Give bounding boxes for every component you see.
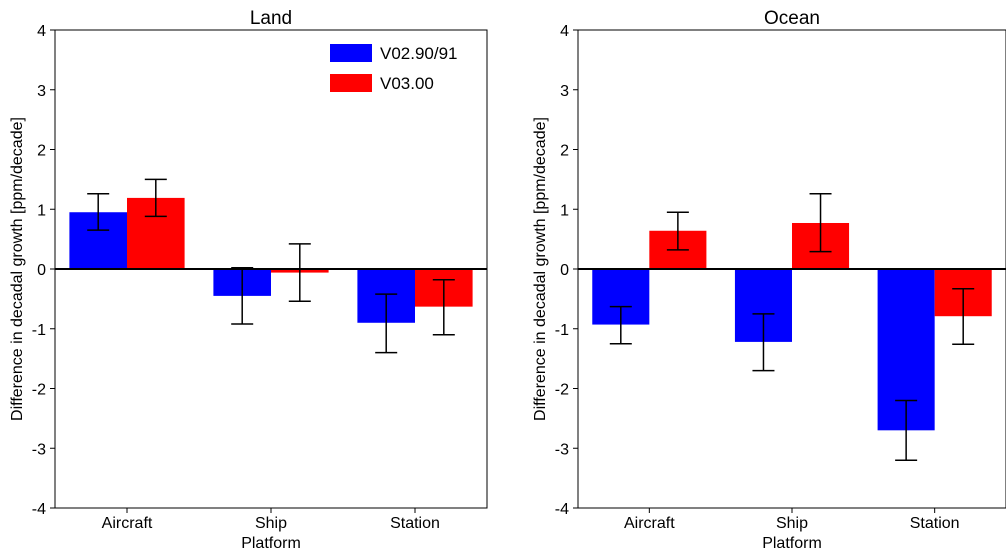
chart-title: Land: [250, 8, 292, 29]
y-tick-label: 3: [560, 83, 569, 100]
chart-title: Ocean: [764, 8, 820, 29]
y-tick-label: -2: [32, 382, 46, 399]
y-axis-label: Difference in decadal growth [ppm/decade…: [532, 117, 549, 421]
legend-label-1: V03.00: [380, 74, 434, 93]
chart-panel-ocean: -4 -3 -2 -1 0 1 2 3 4 Aircraft Ship Station Ocean Pla…: [532, 8, 1006, 552]
y-tick-label: 4: [560, 23, 569, 40]
y-tick-label: -1: [555, 322, 569, 339]
x-tick-label-aircraft: Aircraft: [624, 515, 675, 532]
y-tick-label: -4: [555, 501, 569, 518]
x-tick-label-station: Station: [910, 515, 960, 532]
y-tick-label: -1: [32, 322, 46, 339]
y-tick-label: -2: [555, 382, 569, 399]
x-tick-label-station: Station: [390, 515, 440, 532]
y-tick-label: 0: [37, 262, 46, 279]
y-tick-label: 1: [560, 202, 569, 219]
y-tick-label: 1: [37, 202, 46, 219]
legend-label-0: V02.90/91: [380, 44, 458, 63]
x-axis-label: Platform: [762, 535, 822, 552]
y-tick-label: 3: [37, 83, 46, 100]
legend-swatch-1: [330, 74, 372, 92]
y-axis-label: Difference in decadal growth [ppm/decade…: [9, 117, 26, 421]
y-tick-label: 2: [560, 143, 569, 160]
chart-panel-land: -4 -3 -2 -1 0 1 2 3 4 Aircraft Ship Station Land Plat…: [9, 8, 488, 552]
y-tick-label: 4: [37, 23, 46, 40]
x-tick-label-ship: Ship: [776, 515, 808, 532]
y-tick-label: -3: [555, 441, 569, 458]
y-tick-label: -3: [32, 441, 46, 458]
legend: V02.90/91 V03.00: [330, 44, 458, 93]
y-tick-label: -4: [32, 501, 46, 518]
y-tick-label: 0: [560, 262, 569, 279]
x-tick-label-ship: Ship: [255, 515, 287, 532]
x-axis-label: Platform: [241, 535, 301, 552]
legend-swatch-0: [330, 44, 372, 62]
y-tick-label: 2: [37, 143, 46, 160]
x-tick-label-aircraft: Aircraft: [102, 515, 153, 532]
